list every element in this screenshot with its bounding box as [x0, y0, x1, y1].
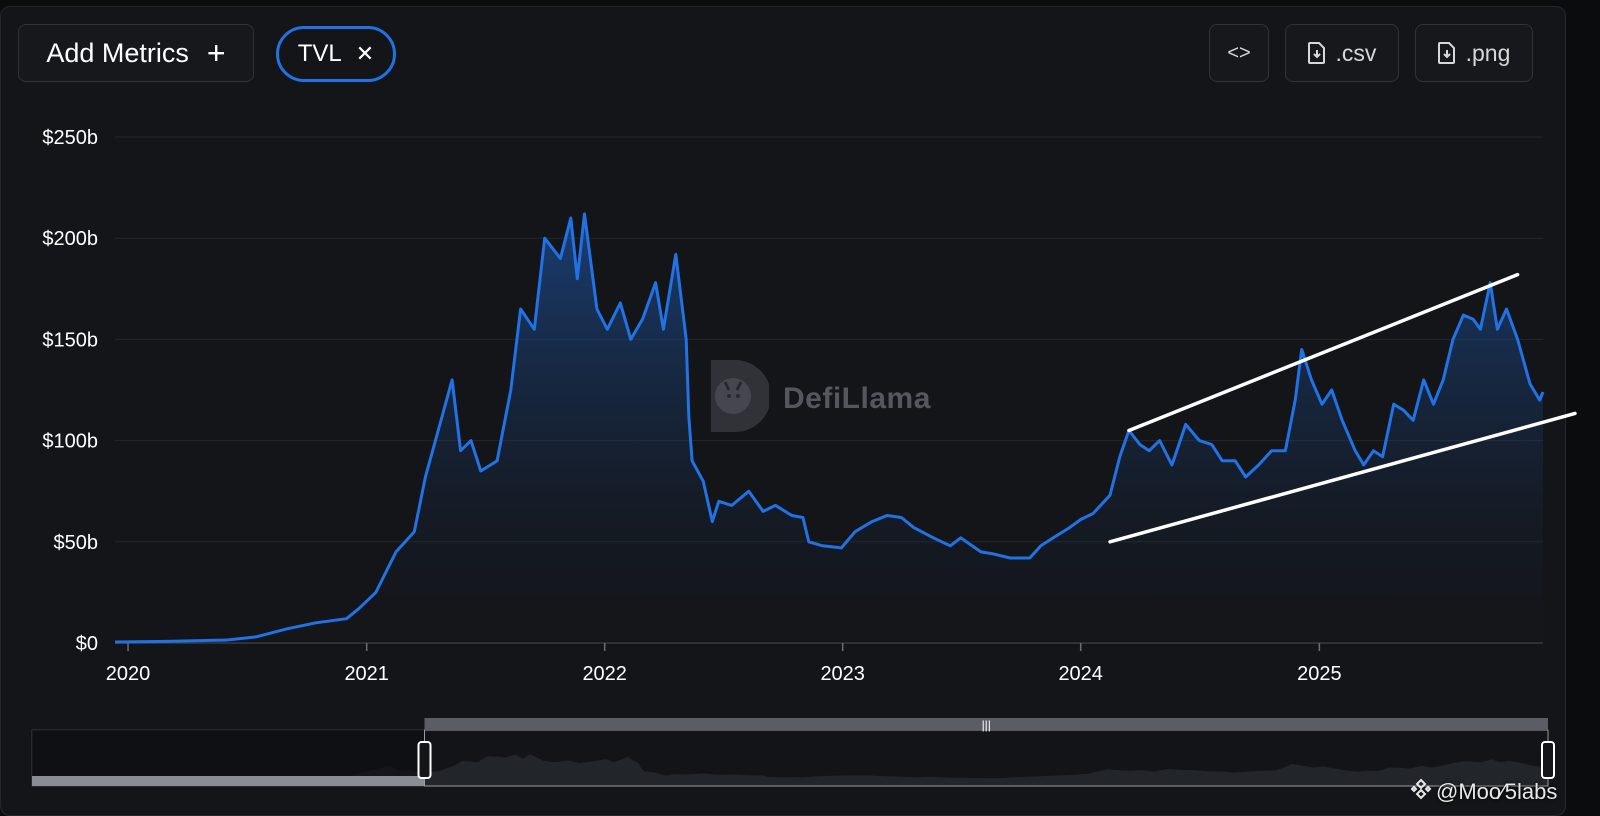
upper-trend-line [1127, 272, 1520, 433]
add-metrics-label: Add Metrics [46, 37, 189, 68]
download-png-button[interactable]: .png [1415, 24, 1533, 82]
x-tick-label: 2020 [106, 663, 151, 685]
download-csv-button[interactable]: .csv [1285, 24, 1399, 82]
png-label: .png [1465, 39, 1511, 66]
file-download-icon [1437, 42, 1456, 64]
tvl-chip-label: TVL [297, 40, 342, 67]
defillama-watermark: DefiLlama [705, 358, 931, 439]
credit-text: @Moo⁄5labs [1436, 779, 1558, 804]
drag-grip-icon: ||| [982, 718, 991, 732]
x-tick-label: 2025 [1297, 663, 1342, 685]
brush-unselected-bar [32, 776, 425, 786]
y-tick-label: $50b [54, 532, 99, 554]
close-icon[interactable]: ✕ [355, 41, 375, 66]
lower-trend-line [1108, 411, 1577, 544]
tvl-metric-chip[interactable]: TVL ✕ [276, 26, 396, 82]
y-tick-label: $0 [76, 633, 98, 655]
tvl-area [115, 213, 1543, 643]
csv-label: .csv [1335, 39, 1377, 66]
binance-logo-icon [1410, 778, 1432, 806]
y-tick-label: $200b [42, 228, 98, 250]
llama-logo-icon [705, 358, 771, 439]
author-credit: @Moo⁄5labs [1410, 778, 1557, 806]
file-download-icon [1307, 42, 1326, 64]
plus-icon: + [206, 35, 226, 71]
brush-handle-left[interactable] [417, 741, 432, 779]
add-metrics-button[interactable]: Add Metrics + [18, 24, 254, 82]
watermark-text: DefiLlama [783, 381, 931, 415]
brush-handle-right[interactable] [1541, 741, 1555, 779]
x-tick-label: 2022 [582, 663, 627, 685]
brush-drag-bar[interactable] [424, 718, 1548, 730]
y-tick-label: $250b [42, 127, 98, 149]
x-tick-label: 2024 [1058, 663, 1103, 685]
y-tick-label: $150b [42, 329, 98, 351]
tvl-series-line [114, 212, 1545, 644]
embed-label: <> [1227, 41, 1251, 64]
embed-code-button[interactable]: <> [1209, 24, 1269, 82]
y-tick-label: $100b [42, 431, 98, 453]
x-tick-label: 2021 [344, 663, 389, 685]
x-tick-label: 2023 [820, 663, 865, 685]
